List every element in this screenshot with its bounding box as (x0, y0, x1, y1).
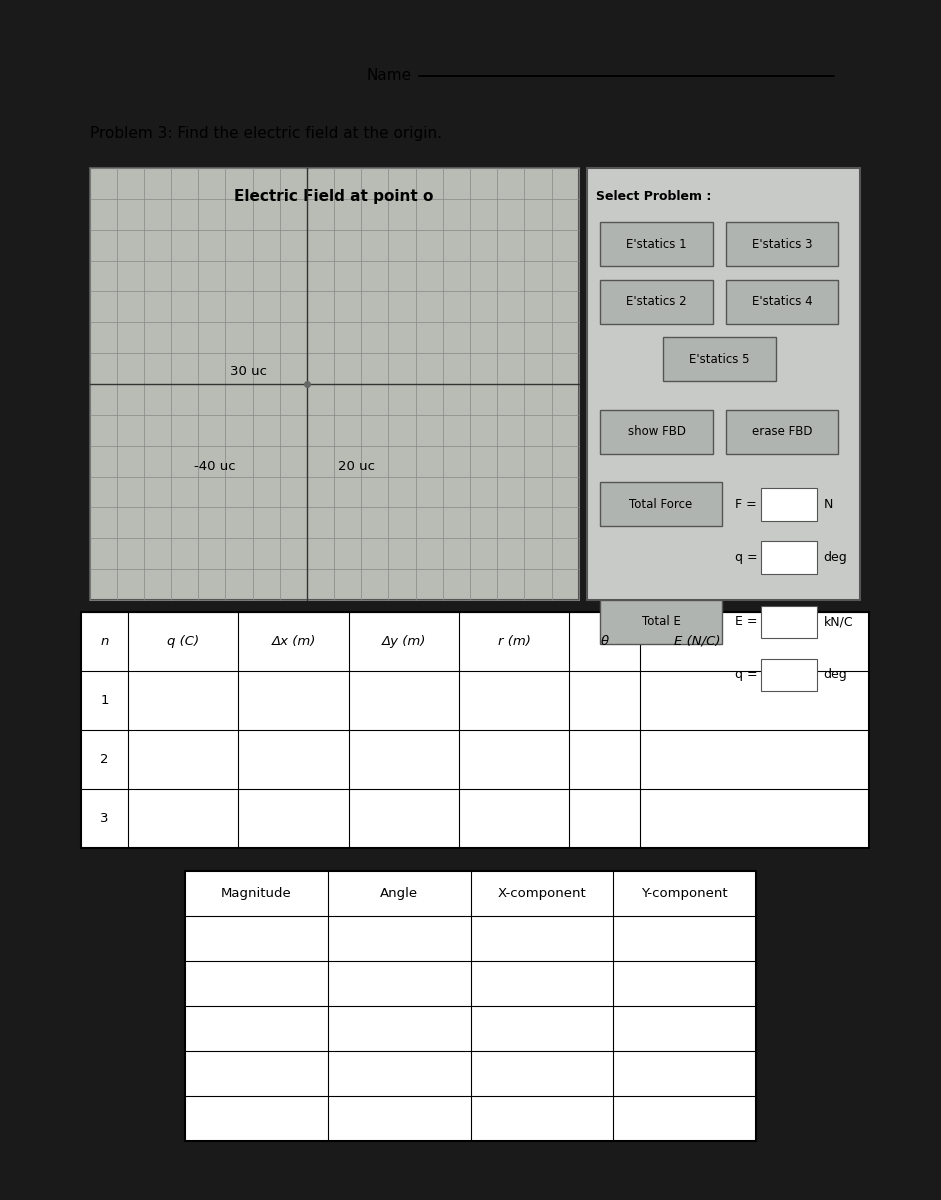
Text: Select Problem :: Select Problem : (596, 191, 711, 203)
Text: q =: q = (735, 668, 758, 682)
FancyBboxPatch shape (760, 488, 817, 521)
Text: 1: 1 (101, 694, 109, 707)
FancyBboxPatch shape (587, 168, 860, 600)
Text: 20 uc: 20 uc (339, 460, 375, 473)
FancyBboxPatch shape (726, 222, 838, 266)
Text: Δy (m): Δy (m) (382, 635, 426, 648)
Text: E'statics 5: E'statics 5 (689, 353, 750, 366)
Text: kN/C: kN/C (823, 616, 853, 629)
Text: N: N (823, 498, 833, 511)
Text: E'statics 2: E'statics 2 (627, 295, 687, 308)
FancyBboxPatch shape (760, 541, 817, 574)
FancyBboxPatch shape (184, 871, 757, 1141)
FancyBboxPatch shape (81, 612, 869, 847)
Text: E'statics 4: E'statics 4 (752, 295, 812, 308)
FancyBboxPatch shape (600, 482, 722, 527)
FancyBboxPatch shape (760, 659, 817, 691)
Text: E (N/C): E (N/C) (674, 635, 721, 648)
Text: Y-component: Y-component (642, 887, 728, 900)
Text: Name: Name (367, 68, 412, 83)
Text: q (C): q (C) (167, 635, 199, 648)
Text: deg: deg (823, 551, 848, 564)
Text: θ: θ (600, 635, 609, 648)
Text: -40 uc: -40 uc (194, 460, 235, 473)
FancyBboxPatch shape (726, 280, 838, 324)
FancyBboxPatch shape (726, 410, 838, 454)
FancyBboxPatch shape (600, 280, 713, 324)
Text: X-component: X-component (498, 887, 586, 900)
Text: Magnitude: Magnitude (221, 887, 292, 900)
Text: deg: deg (823, 668, 848, 682)
Text: Electric Field at point o: Electric Field at point o (234, 190, 434, 204)
Text: r (m): r (m) (498, 635, 531, 648)
FancyBboxPatch shape (760, 606, 817, 638)
Text: n: n (101, 635, 109, 648)
FancyBboxPatch shape (89, 168, 579, 600)
Text: E =: E = (735, 616, 758, 629)
Text: 3: 3 (101, 811, 109, 824)
Text: Δx (m): Δx (m) (271, 635, 316, 648)
Text: 30 uc: 30 uc (230, 365, 267, 378)
FancyBboxPatch shape (600, 222, 713, 266)
FancyBboxPatch shape (600, 410, 713, 454)
Text: 2: 2 (101, 752, 109, 766)
Text: F =: F = (735, 498, 757, 511)
Text: Total E: Total E (642, 616, 680, 629)
Text: q =: q = (735, 551, 758, 564)
Text: Problem 3: Find the electric field at the origin.: Problem 3: Find the electric field at th… (89, 126, 441, 140)
Text: show FBD: show FBD (628, 425, 686, 438)
Text: Angle: Angle (380, 887, 418, 900)
Text: E'statics 1: E'statics 1 (627, 238, 687, 251)
Text: Total Force: Total Force (630, 498, 693, 511)
Text: E'statics 3: E'statics 3 (752, 238, 812, 251)
FancyBboxPatch shape (600, 600, 722, 643)
FancyBboxPatch shape (663, 337, 775, 382)
Text: erase FBD: erase FBD (752, 425, 812, 438)
